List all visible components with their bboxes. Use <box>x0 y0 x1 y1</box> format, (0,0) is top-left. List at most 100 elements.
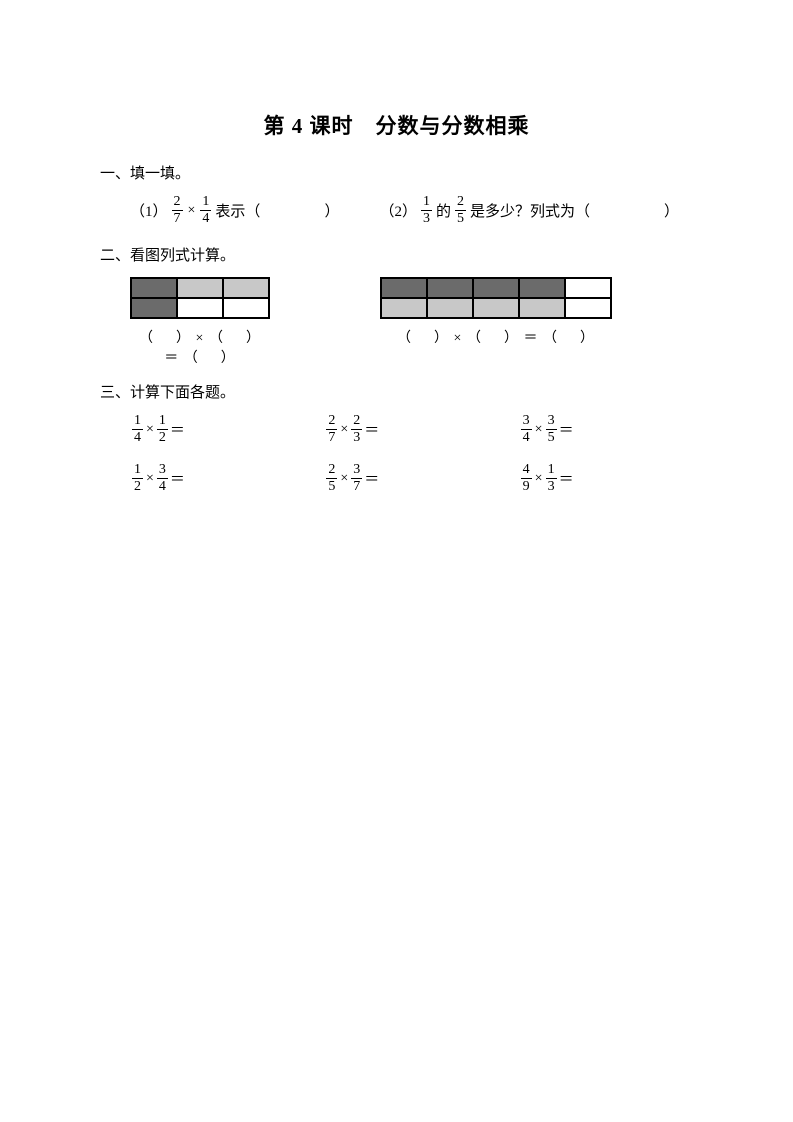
grid-cell <box>565 278 611 298</box>
fraction-denominator: 7 <box>326 429 337 445</box>
equals-symbol: ＝ <box>559 468 574 489</box>
calc-item: 27×23＝ <box>324 414 498 445</box>
fraction-numerator: 3 <box>546 414 557 429</box>
calc-item: 12×34＝ <box>130 463 304 494</box>
fraction-numerator: 1 <box>421 195 432 210</box>
calc-item: 25×37＝ <box>324 463 498 494</box>
q2-mid: 的 <box>436 200 451 221</box>
fraction-denominator: 5 <box>546 429 557 445</box>
grids-row <box>100 277 693 319</box>
equals-symbol: ＝ <box>523 331 538 346</box>
paren-close: ） <box>580 331 595 346</box>
paren-open: （ <box>543 331 558 346</box>
fraction-denominator: 2 <box>132 478 143 494</box>
fraction-denominator: 7 <box>351 478 362 494</box>
grid-cell <box>381 278 427 298</box>
fraction-denominator: 9 <box>521 478 532 494</box>
fraction-denominator: 7 <box>172 210 183 226</box>
times-symbol: × <box>535 422 543 438</box>
times-symbol: × <box>146 471 154 487</box>
fraction-numerator: 2 <box>351 414 362 429</box>
times-symbol: × <box>454 331 463 346</box>
section-2-head: 二、看图列式计算。 <box>100 244 693 265</box>
fraction-numerator: 3 <box>521 414 532 429</box>
paren-close: ） <box>176 331 191 346</box>
fraction-denominator: 4 <box>157 478 168 494</box>
fraction: 34 <box>157 463 168 494</box>
grid-cell <box>177 298 223 318</box>
paren-close: ） <box>434 331 449 346</box>
fraction-numerator: 1 <box>157 414 168 429</box>
grid-a <box>130 277 270 319</box>
grid-cell <box>519 298 565 318</box>
fraction-denominator: 5 <box>326 478 337 494</box>
q1-text: 表示（ <box>215 200 260 221</box>
calc-item: 14×12＝ <box>130 414 304 445</box>
fraction-numerator: 2 <box>326 463 337 478</box>
times-symbol: × <box>535 471 543 487</box>
fraction: 34 <box>521 414 532 445</box>
paren-open: （ <box>397 331 412 346</box>
q1-item-1: （1） 2 7 × 1 4 表示（ ） <box>130 195 339 226</box>
section-3-head: 三、计算下面各题。 <box>100 381 693 402</box>
fraction-numerator: 1 <box>132 414 143 429</box>
fraction-denominator: 5 <box>455 210 466 226</box>
fraction-denominator: 4 <box>132 429 143 445</box>
fraction-numerator: 3 <box>351 463 362 478</box>
fraction: 49 <box>521 463 532 494</box>
fraction-numerator: 1 <box>200 195 211 210</box>
equations-row: （） × （） ＝ （） （） × （） ＝ （） <box>100 327 693 367</box>
paren-open: （ <box>184 351 199 366</box>
fraction: 12 <box>157 414 168 445</box>
grid-cell <box>473 298 519 318</box>
equation-b: （） × （） ＝ （） <box>380 327 612 367</box>
fraction-numerator: 2 <box>326 414 337 429</box>
fraction-numerator: 1 <box>132 463 143 478</box>
fraction-numerator: 3 <box>157 463 168 478</box>
fraction-numerator: 2 <box>455 195 466 210</box>
grid-cell <box>131 298 177 318</box>
times-symbol: × <box>188 203 196 219</box>
page-title: 第 4 课时 分数与分数相乘 <box>100 110 693 140</box>
times-symbol: × <box>340 422 348 438</box>
equals-symbol: ＝ <box>170 468 185 489</box>
fraction-denominator: 3 <box>546 478 557 494</box>
fraction-numerator: 4 <box>521 463 532 478</box>
paren-close: ） <box>221 351 236 366</box>
fraction: 37 <box>351 463 362 494</box>
q1-frac-2: 1 4 <box>200 195 211 226</box>
fraction-denominator: 3 <box>421 210 432 226</box>
times-symbol: × <box>340 471 348 487</box>
paren-close: ） <box>246 331 261 346</box>
fraction: 13 <box>546 463 557 494</box>
equals-symbol: ＝ <box>164 351 179 366</box>
q2-close: ） <box>664 200 679 221</box>
equals-symbol: ＝ <box>364 419 379 440</box>
q2-frac-2: 2 5 <box>455 195 466 226</box>
fraction-denominator: 3 <box>351 429 362 445</box>
grid-cell <box>223 298 269 318</box>
q2-text: 是多少？列式为（ <box>470 200 590 221</box>
equals-symbol: ＝ <box>559 419 574 440</box>
grid-cell <box>131 278 177 298</box>
section-1-head: 一、填一填。 <box>100 162 693 183</box>
fraction-denominator: 4 <box>521 429 532 445</box>
grid-cell <box>473 278 519 298</box>
section-1-body: （1） 2 7 × 1 4 表示（ ） （2） 1 3 的 2 5 <box>100 195 693 226</box>
paren-open: （ <box>209 331 224 346</box>
equals-symbol: ＝ <box>364 468 379 489</box>
grid-cell <box>565 298 611 318</box>
fraction: 12 <box>132 463 143 494</box>
grid-cell <box>427 298 473 318</box>
q2-frac-1: 1 3 <box>421 195 432 226</box>
calc-item: 49×13＝ <box>519 463 693 494</box>
grid-cell <box>427 278 473 298</box>
times-symbol: × <box>196 331 205 346</box>
paren-open: （ <box>467 331 482 346</box>
fraction-numerator: 2 <box>172 195 183 210</box>
fraction: 35 <box>546 414 557 445</box>
calc-item: 34×35＝ <box>519 414 693 445</box>
q1-label: （1） <box>130 200 168 221</box>
grid-cell <box>177 278 223 298</box>
fraction-numerator: 1 <box>546 463 557 478</box>
